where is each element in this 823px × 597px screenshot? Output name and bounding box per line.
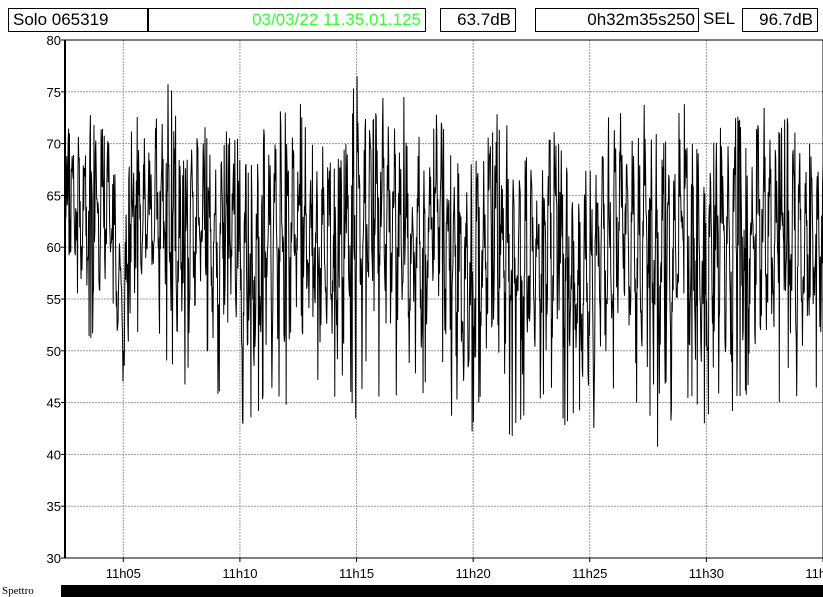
x-tick-label: 11h25 — [572, 566, 607, 581]
x-tick-label: 11h10 — [222, 566, 257, 581]
y-tick-label: 60 — [47, 240, 61, 255]
y-tick-label: 35 — [47, 499, 61, 514]
y-tick-label: 30 — [47, 551, 61, 566]
leq-unit: dB — [490, 10, 511, 29]
device-name: Solo 065319 — [8, 8, 148, 32]
sel-label: SEL — [703, 9, 736, 28]
x-tick-label: 11h05 — [106, 566, 141, 581]
header-bar: Solo 065319 03/03/22 11.35.01.125 63.7dB… — [0, 0, 823, 34]
y-tick-label: 70 — [47, 137, 61, 152]
spectro-label: Spettro — [2, 585, 34, 597]
leq-value: 63.7 — [457, 10, 491, 29]
x-tick-label: 11h30 — [689, 566, 724, 581]
y-tick-label: 45 — [47, 396, 61, 411]
y-axis-ticks: 30 35 40 45 50 55 60 65 70 75 80 — [47, 34, 65, 566]
y-tick-label: 50 — [47, 344, 61, 359]
y-tick-label: 55 — [47, 292, 61, 307]
y-tick-label: 65 — [47, 188, 61, 203]
sel-value-field: 96.7dB — [742, 8, 818, 32]
x-tick-label: 11h20 — [456, 566, 491, 581]
x-tick-label: 11h15 — [339, 566, 374, 581]
sel-value: 96.7 — [759, 10, 793, 29]
x-tick-label: 11h35 — [805, 566, 823, 581]
plot-frame — [64, 39, 823, 559]
y-tick-label: 80 — [47, 34, 61, 48]
series-layer — [64, 76, 823, 447]
spectro-bar[interactable] — [61, 585, 823, 597]
leq-value-field: 63.7dB — [440, 8, 516, 32]
y-tick-label: 75 — [47, 85, 61, 100]
sel-unit: dB — [792, 10, 813, 29]
y-tick-label: 40 — [47, 447, 61, 462]
duration-field: 0h32m35s250 — [535, 8, 699, 32]
timestamp-field: 03/03/22 11.35.01.125 — [148, 8, 426, 32]
series-line — [64, 76, 823, 447]
x-axis-ticks: 11h05 11h10 11h15 11h20 11h25 11h30 11h35 — [106, 558, 823, 581]
